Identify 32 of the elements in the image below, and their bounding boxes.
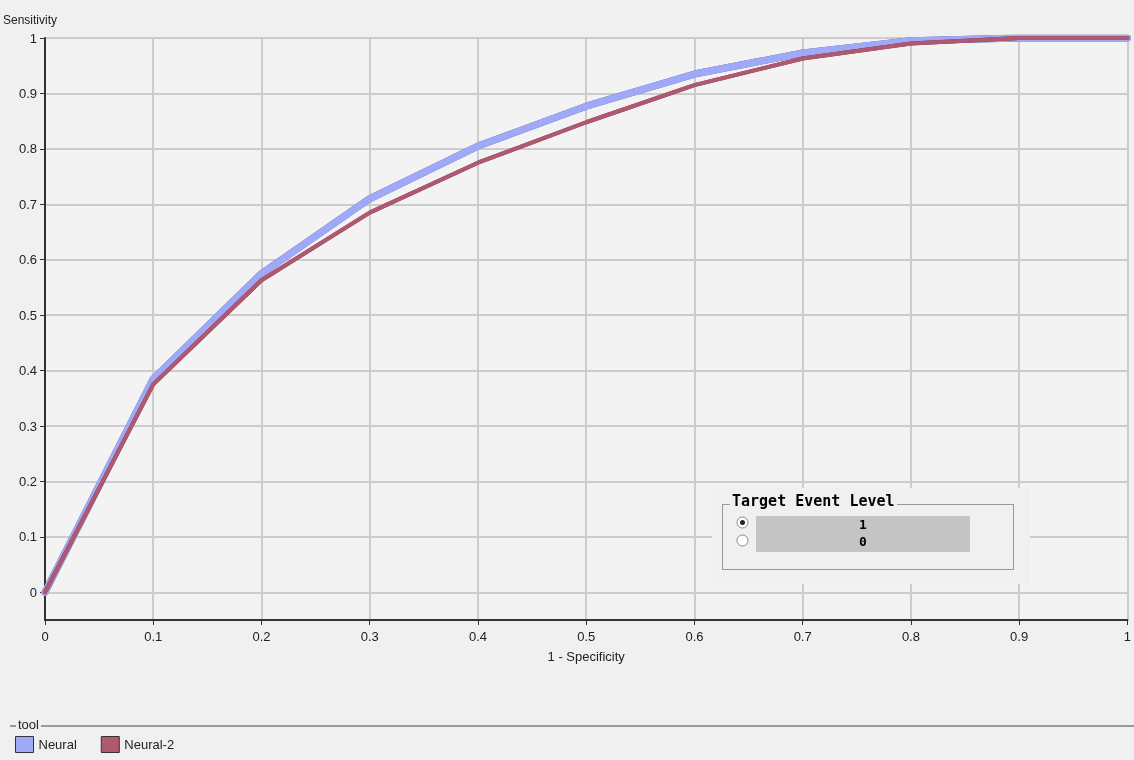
x-tick-label: 0.4 bbox=[468, 629, 487, 644]
x-tick-label: 0.1 bbox=[144, 629, 163, 644]
annotation: Target Event Level bbox=[730, 492, 897, 510]
x-tick-label: 1 bbox=[1123, 629, 1131, 644]
x-axis-title: 1 - Specificity bbox=[547, 649, 626, 664]
x-tick-label: 0.6 bbox=[685, 629, 704, 644]
annotation: 1 bbox=[858, 516, 868, 533]
annotation: 0 bbox=[858, 533, 868, 550]
x-tick-label: 0 bbox=[41, 629, 49, 644]
y-tick-label: 1 bbox=[29, 30, 37, 46]
y-tick-label: 0.3 bbox=[18, 418, 37, 434]
legend-title: tool bbox=[18, 717, 40, 732]
y-tick-label: 0.6 bbox=[18, 252, 37, 268]
y-tick-label: 0.8 bbox=[18, 141, 37, 157]
x-tick-label: 0.9 bbox=[1010, 629, 1029, 644]
legend-label: Neural bbox=[38, 737, 77, 752]
x-tick-label: 0.5 bbox=[577, 629, 596, 644]
list-field: 1 0 bbox=[756, 516, 970, 552]
x-tick-label: 0.8 bbox=[901, 629, 920, 644]
option-panel: Target Event Level 1 0 bbox=[712, 488, 1030, 584]
x-tick-label: 0.2 bbox=[252, 629, 271, 644]
y-tick-label: 0.9 bbox=[18, 85, 37, 101]
legend-label: Neural-2 bbox=[124, 737, 175, 752]
y-tick-label: 0.2 bbox=[18, 473, 37, 489]
y-tick-label: 0.4 bbox=[18, 363, 37, 379]
y-tick-label: 0 bbox=[29, 584, 37, 600]
y-tick-label: 0.7 bbox=[18, 196, 37, 212]
x-tick-label: 0.7 bbox=[793, 629, 812, 644]
y-tick-label: 0.5 bbox=[18, 307, 37, 323]
x-tick-label: 0.3 bbox=[360, 629, 379, 644]
y-axis-title: Sensitivity bbox=[3, 13, 58, 27]
y-tick-label: 0.1 bbox=[18, 529, 37, 545]
